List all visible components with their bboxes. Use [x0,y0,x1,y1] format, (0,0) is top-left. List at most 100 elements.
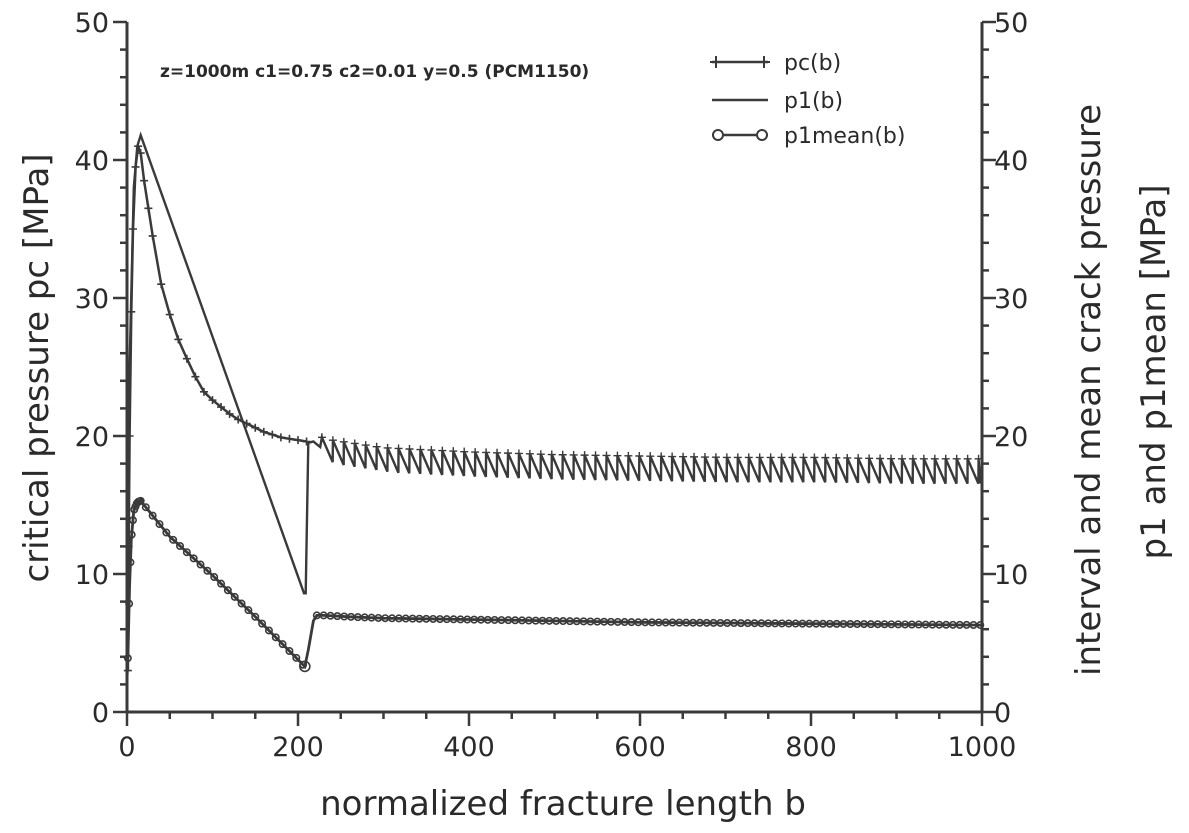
pc-point [350,439,359,448]
p1mean-point [141,503,150,512]
pc-point [733,453,742,462]
legend-label-0: pc(b) [784,51,841,76]
pc-point [383,443,392,452]
p1mean-point [217,579,226,588]
p1mean-point [155,520,164,529]
legend-label-2: p1mean(b) [784,124,905,149]
pc-point [569,450,578,459]
legend-label-1: p1(b) [784,89,843,114]
pc-point [140,176,149,185]
pc-point [460,447,469,456]
pc-point [157,280,166,289]
legend-plus-marker [710,56,722,68]
pc-point [974,454,983,463]
pc-point [591,451,600,460]
series-p1-line [125,131,982,713]
pc-point [514,449,523,458]
y-right-tick-label: 30 [994,284,1028,315]
pc-point [700,453,709,462]
p1mean-point [251,612,260,621]
y-left-tick-label: 30 [75,284,109,315]
legend: pc(b) p1(b) p1mean(b) [710,51,905,149]
x-tick-label: 0 [118,732,135,763]
pc-point [416,445,425,454]
pc-point [449,447,458,456]
p1mean-point [148,511,157,520]
pc-point [919,454,928,463]
p1mean-point [299,660,311,673]
y-axis-title-right-line2: p1 and p1mean [MPa] [1134,185,1174,560]
pc-point [217,403,226,412]
pc-point [679,452,688,461]
pc-point [294,436,302,445]
p1mean-point [210,573,219,582]
pc-point [482,448,491,457]
p1mean-point [271,633,280,642]
p1mean-point [123,654,132,663]
pc-point [854,454,863,463]
y-left-tick-label: 20 [75,422,109,453]
pc-point [744,453,753,462]
p1mean-point [237,599,246,608]
pc-point [276,433,285,442]
pc-point [777,453,786,462]
pc-point [635,451,644,460]
pc-point [908,454,917,463]
p1mean-point [976,621,985,630]
pc-point [427,446,436,455]
pc-point [788,453,797,462]
pc-point [580,451,589,460]
x-tick-label: 800 [785,732,837,763]
pc-point [328,436,337,445]
legend-circle-marker [756,129,768,141]
pc-point [887,454,896,463]
p1mean-point [264,626,273,635]
pc-point [285,434,294,443]
y-left-tick-label: 40 [75,146,109,177]
p1mean-point [136,496,145,505]
pc-point [646,452,655,461]
pc-point [821,453,830,462]
series-p1mean-line [126,499,983,670]
y-right-tick-label: 50 [994,8,1028,39]
pc-point [941,454,950,463]
x-tick-label: 400 [443,732,495,763]
pc-point [722,453,731,462]
pc-point [952,454,961,463]
pc-point [832,453,841,462]
pc-point [394,444,403,453]
pc-point [339,437,348,446]
y-right-tick-label: 20 [994,422,1028,453]
p1mean-point [176,542,185,551]
y-axis-title-left: critical pressure pc [MPa] [17,153,57,582]
pc-point [144,204,153,213]
pc-point [810,453,819,462]
x-tick-label: 600 [614,732,666,763]
pc-point [493,448,502,457]
y-right-tick-label: 40 [994,146,1028,177]
plot-series [123,131,985,713]
pc-point [165,310,174,319]
pc-point [865,454,874,463]
pc-point [613,451,622,460]
pc-point [259,427,268,436]
pc-point [930,454,939,463]
pc-point [208,396,217,405]
pc-point [843,453,852,462]
pc-point [438,446,447,455]
pc-point [251,423,260,432]
p1mean-point [127,530,136,539]
p1mean-point [244,606,253,615]
p1mean-point [223,586,232,595]
p1mean-point [258,619,267,628]
legend-circle-marker [712,129,724,141]
pc-point [602,451,611,460]
pc-point [657,452,666,461]
y-axis-title-right-line1: interval and mean crack pressure [1069,104,1109,676]
pc-point [174,335,183,344]
pc-point [405,444,414,453]
x-axis-title: normalized fracture length b [320,784,806,824]
pc-point [503,449,512,458]
